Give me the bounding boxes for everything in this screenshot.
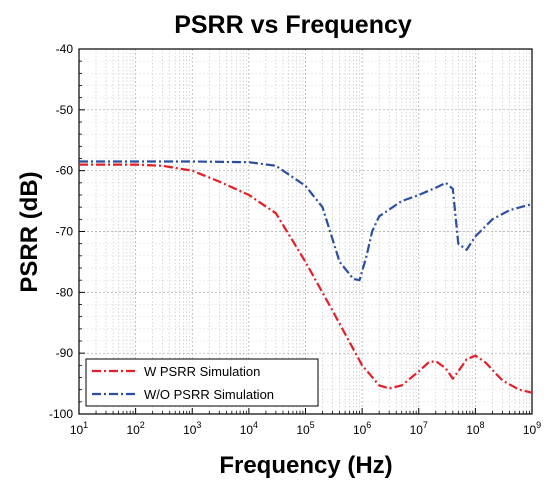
x-tick-label: 104	[240, 420, 258, 437]
x-axis-title: Frequency (Hz)	[219, 452, 392, 479]
chart-title: PSRR vs Frequency	[174, 11, 412, 39]
y-tick-label: -90	[56, 346, 74, 360]
legend: W PSRR Simulation W/O PSRR Simulation	[85, 358, 319, 407]
x-tick-label: 109	[523, 420, 541, 437]
y-tick-label: -100	[49, 407, 73, 421]
grid	[78, 49, 533, 414]
legend-label-w-psrr: W PSRR Simulation	[144, 364, 260, 379]
x-tick-label: 102	[126, 420, 144, 437]
x-tick-label: 103	[183, 420, 201, 437]
x-tick-label: 106	[353, 420, 371, 437]
y-tick-label: -60	[56, 164, 74, 178]
series-lines	[79, 160, 533, 394]
y-axis-title: PSRR (dB)	[16, 171, 43, 292]
legend-label-wo-psrr: W/O PSRR Simulation	[144, 387, 274, 402]
x-tick-label: 107	[410, 420, 428, 437]
x-tick-label: 101	[70, 420, 88, 437]
legend-box	[85, 358, 319, 407]
y-tick-label: -70	[56, 225, 74, 239]
series-line-1	[79, 160, 533, 282]
y-tick-label: -50	[56, 103, 74, 117]
axis-ticks: 101 102 103 104 105 106 107 108 109 -40 -50 -60 -70 -…	[49, 42, 541, 437]
series-line-0	[79, 163, 533, 394]
y-tick-label: -80	[56, 285, 74, 299]
y-tick-label: -40	[56, 42, 74, 56]
x-tick-label: 105	[296, 420, 314, 437]
x-tick-label: 108	[466, 420, 484, 437]
